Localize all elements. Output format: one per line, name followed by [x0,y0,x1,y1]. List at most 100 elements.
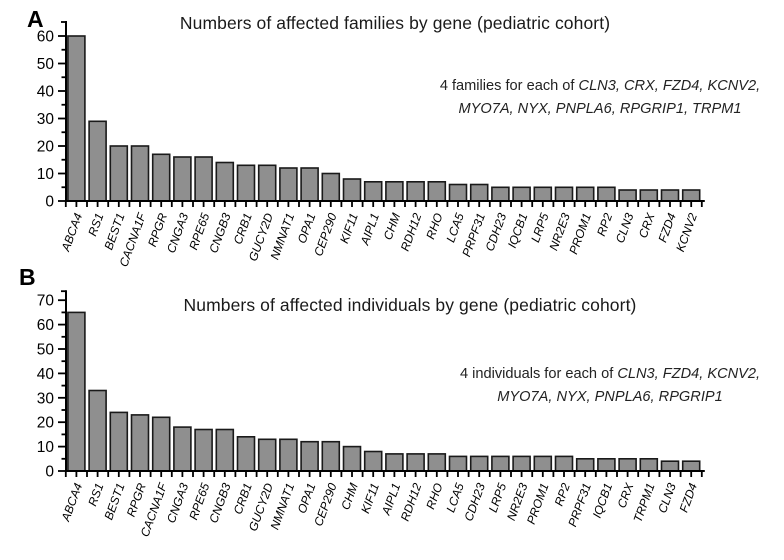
bar-KCNV2 [681,189,701,202]
y-tick-label: 10 [37,166,55,183]
bar-OPA1 [300,440,319,472]
bar-LCA5 [448,183,468,202]
bar-CRB1 [236,436,256,472]
bar-CEP290 [321,440,341,472]
bar-FZD4 [681,460,701,472]
y-tick-label: 20 [37,415,55,432]
gene-label-AIPL1: AIPL1 [357,211,382,247]
gene-label-LCA5: LCA5 [443,211,467,244]
bar-CRB1 [236,164,256,202]
chart-a-annotation-line2: MYO7A, NYX, PNPLA6, RPGRIP1, TRPM1 [413,98,784,121]
annotation-genes: CLN3, FZD4, KCNV2, [617,366,761,382]
gene-label-KIF11: KIF11 [358,481,382,515]
chart-b-annotation-line2: MYO7A, NYX, PNPLA6, RPGRIP1 [428,386,784,409]
y-tick-label: 70 [37,293,55,310]
y-tick-label: 20 [37,139,55,156]
gene-label-LRP5: LRP5 [486,481,510,514]
bar-CACNA1F [130,145,150,202]
panel-b-individuals-chart: 0 10 20 30 40 50 60 70 ABCA4 RS1 BEST1 RPGR CACNA1F C… [0,280,784,560]
gene-label-RS1: RS1 [85,481,106,508]
y-tick-label: 50 [37,342,55,359]
gene-label-LRP5: LRP5 [528,211,552,244]
bar-PRPF31 [469,183,489,202]
bar-GUCY2D [257,438,277,472]
bar-CNGB3 [215,161,235,202]
chart-b-annotation: 4 individuals for each of CLN3, FZD4, KC… [428,363,784,408]
bar-PRPF31 [575,458,595,472]
gene-label-RP2: RP2 [552,481,573,508]
y-tick-label: 30 [37,390,55,407]
chart-b-annotation-line1: 4 individuals for each of CLN3, FZD4, KC… [428,363,784,386]
bar-RDH12 [406,181,425,202]
y-tick-label: 0 [45,194,54,211]
gene-label-OPA1: OPA1 [295,481,319,515]
bar-RPE65 [194,428,213,472]
bar-RS1 [88,389,107,472]
bar-LRP5 [491,455,510,472]
annotation-genes: MYO7A, NYX, PNPLA6, RPGRIP1, TRPM1 [458,100,742,117]
y-tick-label: 40 [37,84,55,101]
gene-label-CHM: CHM [381,211,404,241]
gene-label-ABCA4: ABCA4 [58,481,85,524]
bar-CHM [342,445,362,472]
panel-a-label: A [27,6,44,32]
y-tick-label: 60 [37,317,55,334]
y-tick-label: 10 [37,439,55,456]
bar-RS1 [88,120,107,202]
bar-BEST1 [109,145,129,202]
bar-IQCB1 [597,458,616,472]
bar-IQCB1 [512,186,531,202]
bar-PROM1 [533,455,553,472]
bar-KIF11 [342,178,362,202]
bar-NMNAT1 [279,438,298,472]
bar-TRPM1 [639,458,659,472]
annotation-genes: MYO7A, NYX, PNPLA6, RPGRIP1 [497,388,723,405]
bar-AIPL1 [363,181,383,202]
bar-ABCA4 [67,311,86,472]
bar-ABCA4 [67,35,86,202]
annotation-genes: CLN3, CRX, FZD4, KCNV2, [578,78,761,94]
bar-CDH23 [469,455,489,472]
annotation-prefix: 4 families for each of [439,78,579,94]
gene-label-KIF11: KIF11 [337,211,361,245]
bar-RHO [427,181,447,202]
bar-RP2 [597,186,616,202]
chart-a-title: Numbers of affected families by gene (pe… [179,13,611,33]
bar-OPA1 [300,167,319,202]
bar-RPE65 [194,156,213,202]
gene-label-RP2: RP2 [594,211,615,238]
bar-CNGA3 [173,426,192,472]
bar-KIF11 [363,450,383,472]
bar-CRX [639,189,659,202]
gene-label-FZD4: FZD4 [655,211,679,244]
bar-RHO [427,453,447,472]
bar-BEST1 [109,411,129,472]
gene-label-ABCA4: ABCA4 [58,211,85,254]
bar-RPGR [151,153,171,202]
annotation-prefix: 4 individuals for each of [459,366,618,382]
bar-CLN3 [618,189,637,202]
gene-label-RHO: RHO [423,481,445,511]
bar-RP2 [554,455,574,472]
bar-AIPL1 [385,453,404,472]
y-tick-label: 50 [37,56,55,73]
y-tick-label: 40 [37,366,55,383]
bar-CRX [618,458,637,472]
y-tick-label: 60 [37,29,55,46]
bar-NR2E3 [512,455,531,472]
bar-CNGB3 [215,428,235,472]
gene-label-OPA1: OPA1 [295,211,319,245]
bar-NMNAT1 [279,167,298,202]
bar-LCA5 [448,455,468,472]
panel-a-families-chart: 0 10 20 30 40 50 60 ABCA4 RS1 BEST1 CACNA1F RPGR CNG… [37,13,784,269]
bar-CHM [385,181,404,202]
bar-CLN3 [660,460,680,472]
chart-a-annotation-line1: 4 families for each of CLN3, CRX, FZD4, … [413,75,784,98]
bar-FZD4 [660,189,680,202]
bar-RPGR [130,414,150,472]
gene-label-CLN3: CLN3 [613,211,637,245]
gene-label-CHM: CHM [338,481,361,511]
chart-b-title: Numbers of affected individuals by gene … [183,295,637,315]
